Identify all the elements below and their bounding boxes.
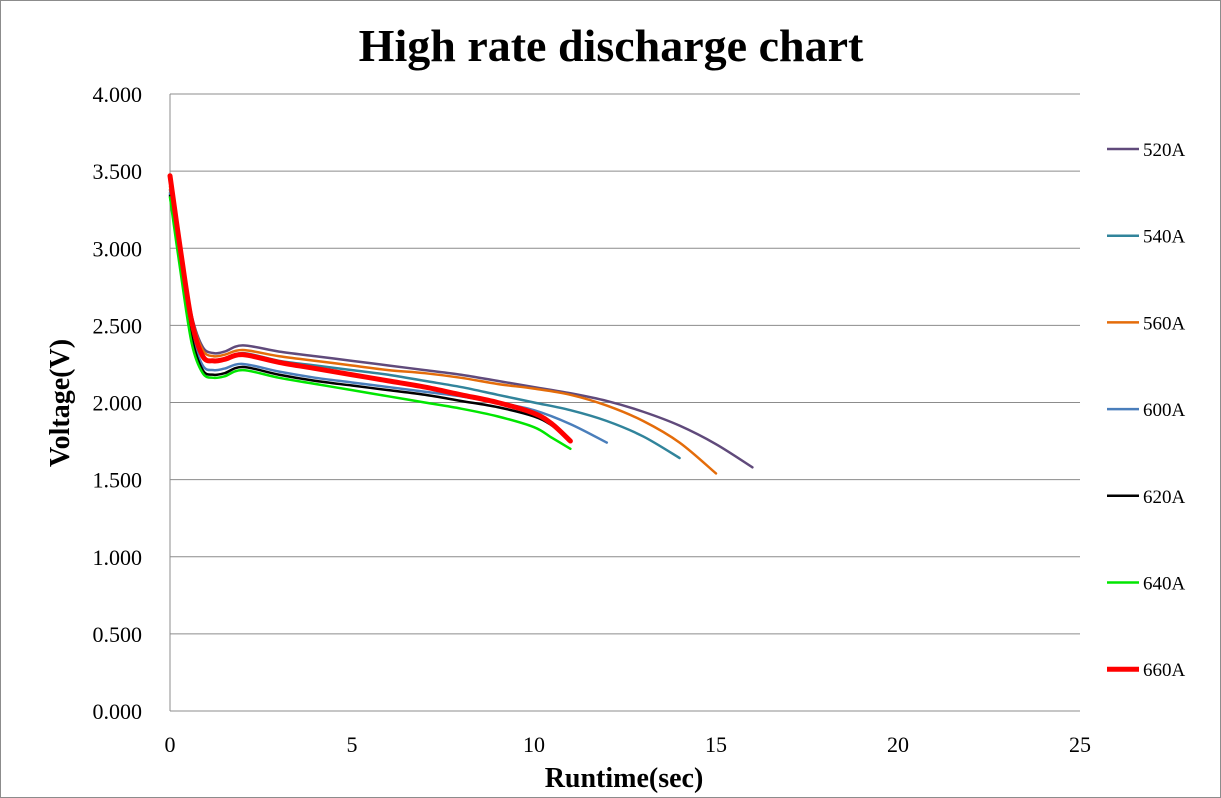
series-line-560a xyxy=(168,185,718,475)
x-tick-label: 20 xyxy=(887,732,909,757)
y-tick-label: 0.500 xyxy=(93,622,143,647)
x-tick-label: 10 xyxy=(523,732,545,757)
y-tick-label: 3.000 xyxy=(93,236,143,261)
legend-label-620a: 620A xyxy=(1143,487,1186,508)
x-tick-label: 5 xyxy=(347,732,358,757)
x-axis-title: Runtime(sec) xyxy=(545,763,704,794)
y-tick-label: 2.500 xyxy=(93,313,143,338)
x-tick-label: 15 xyxy=(705,732,727,757)
y-axis-title: Voltage(V) xyxy=(45,339,76,467)
y-tick-labels: 0.000 0.500 1.000 1.500 2.000 2.500 3.000 3.500… xyxy=(93,82,143,724)
x-tick-labels: 0 5 10 15 20 25 xyxy=(165,732,1092,757)
legend-label-560a: 560A xyxy=(1143,313,1186,334)
legend-label-640a: 640A xyxy=(1143,574,1186,595)
chart-title: High rate discharge chart xyxy=(359,20,864,71)
series-line-520a xyxy=(168,188,754,469)
gridlines xyxy=(170,93,1080,635)
legend-label-540a: 540A xyxy=(1143,227,1186,248)
series-line-620a xyxy=(168,194,572,441)
legend: 520A 540A 560A 600A 620A 640A 660A xyxy=(1107,140,1186,681)
y-tick-label: 2.000 xyxy=(93,391,143,416)
y-tick-label: 0.000 xyxy=(93,699,143,724)
legend-label-600a: 600A xyxy=(1143,400,1186,421)
x-tick-label: 25 xyxy=(1069,732,1091,757)
y-tick-label: 1.000 xyxy=(93,545,143,570)
legend-label-660a: 660A xyxy=(1143,660,1186,681)
y-tick-label: 1.500 xyxy=(93,468,143,493)
legend-label-520a: 520A xyxy=(1143,140,1186,161)
y-tick-label: 3.500 xyxy=(93,159,143,184)
series-line-640a xyxy=(168,196,572,451)
series-line-600a xyxy=(168,193,609,444)
series-lines xyxy=(167,173,754,475)
y-tick-label: 4.000 xyxy=(93,82,143,107)
x-tick-label: 0 xyxy=(165,732,176,757)
series-line-660a xyxy=(167,173,573,444)
